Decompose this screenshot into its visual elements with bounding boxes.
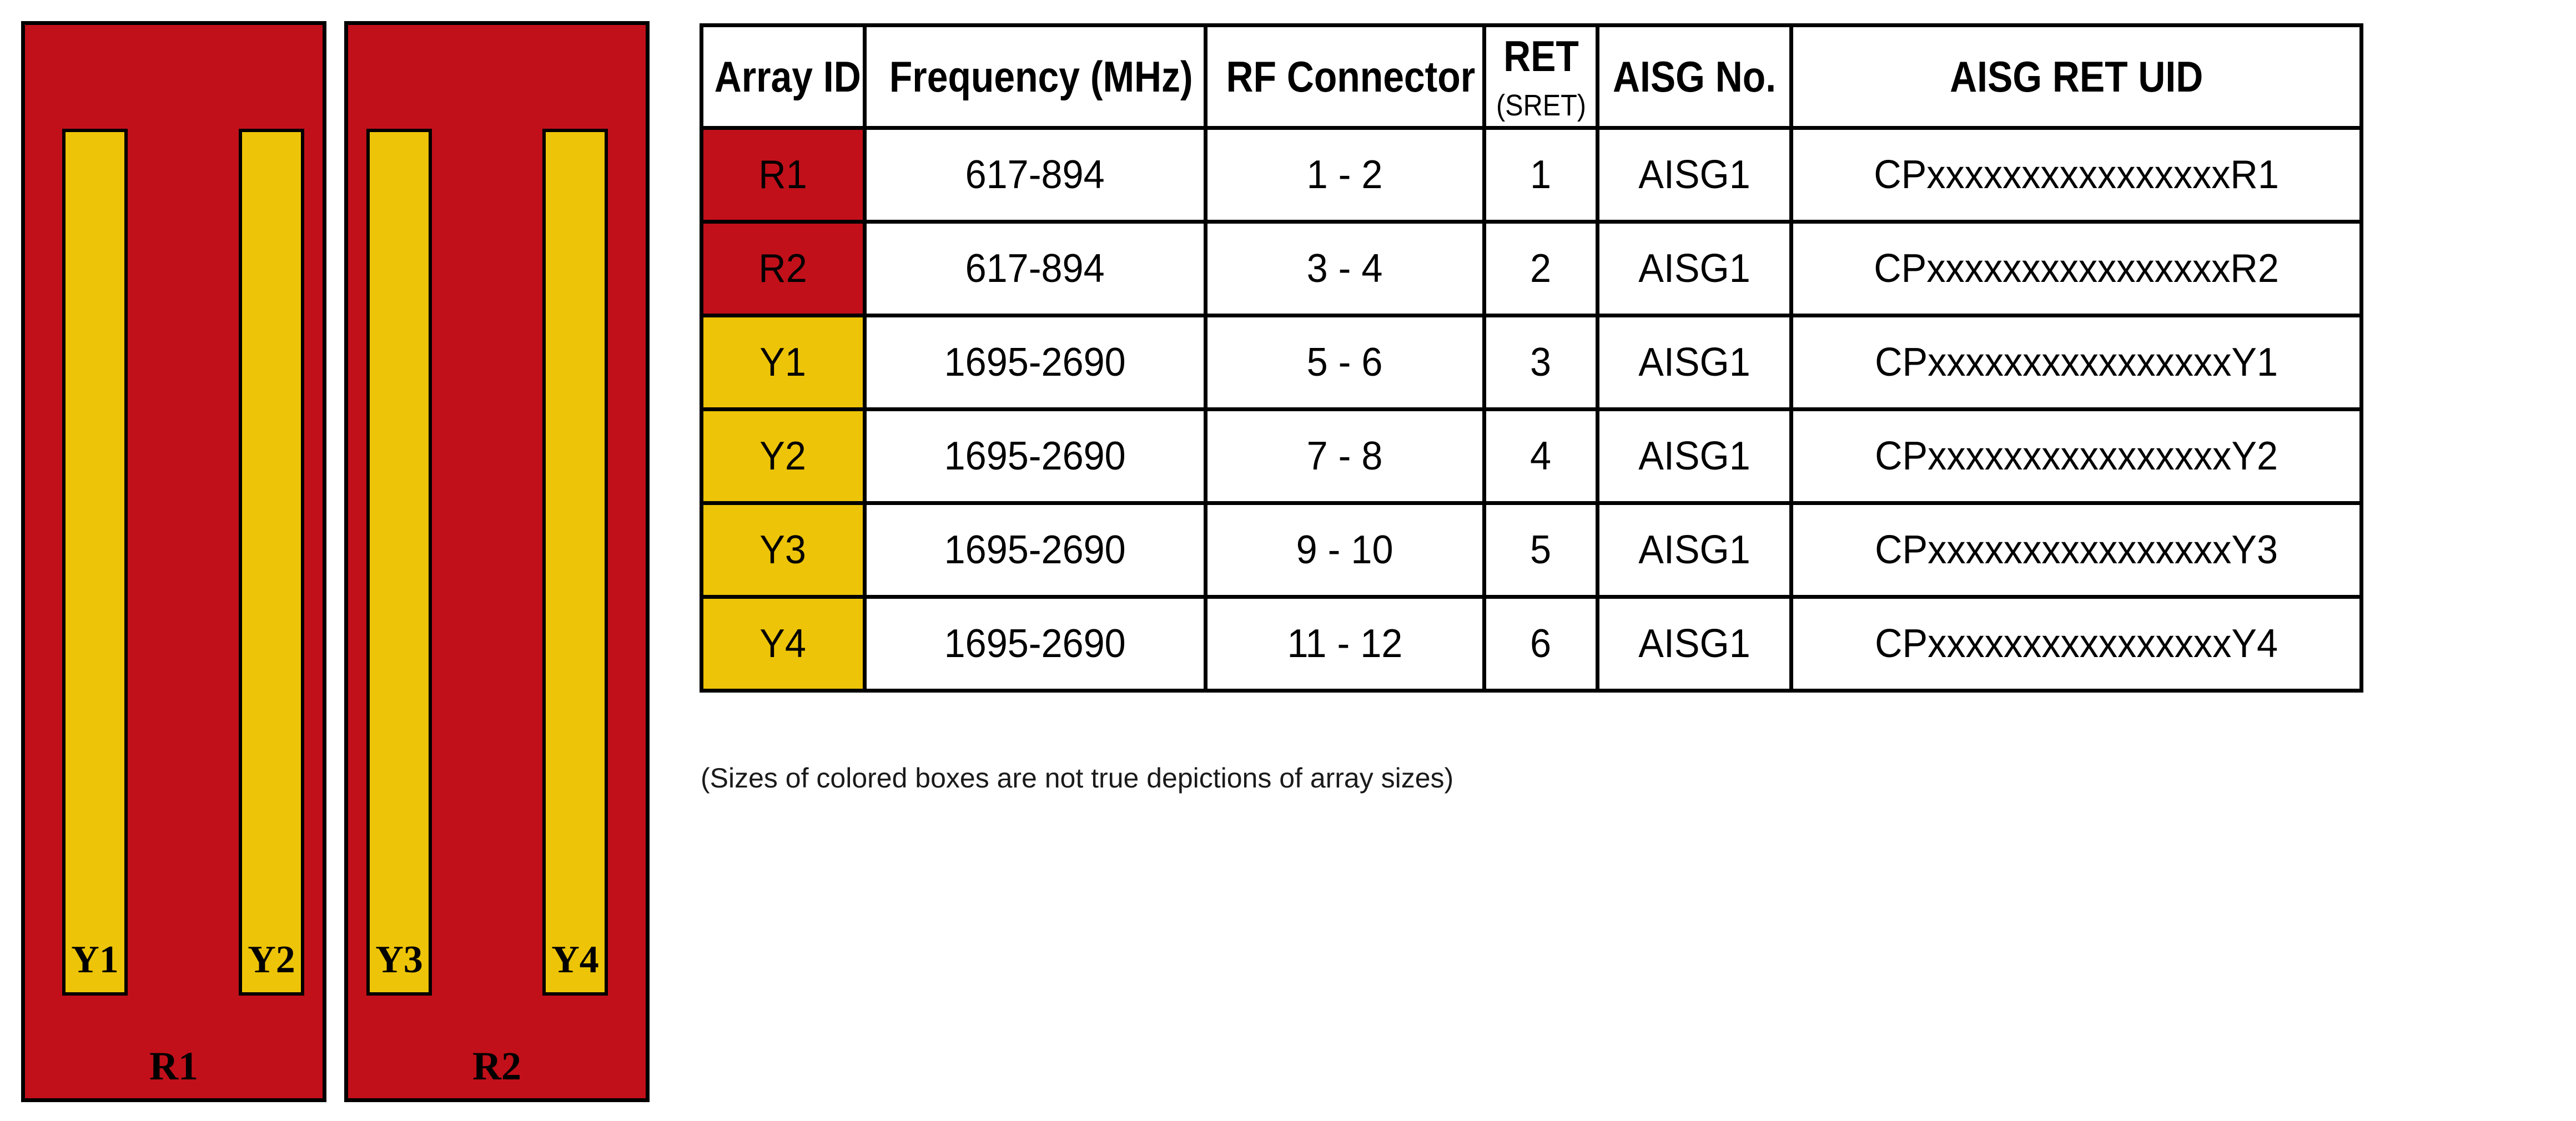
- cell-aisg-no: AISG1: [1596, 595, 1793, 693]
- cell-array-id: Y2: [700, 407, 867, 505]
- cell-aisg-ret-uid: CPxxxxxxxxxxxxxxxxR1: [1789, 126, 2363, 224]
- cell-aisg-ret-uid: CPxxxxxxxxxxxxxxxxY1: [1789, 314, 2363, 411]
- cell-ret: 2: [1482, 220, 1599, 317]
- cell-frequency: 1695-2690: [863, 314, 1208, 411]
- table-header-row: Array ID Frequency (MHz) RF Connector RE…: [700, 23, 2363, 130]
- cell-array-id: Y3: [700, 501, 867, 599]
- table-row: Y3 1695-2690 9 - 10 5 AISG1 CPxxxxxxxxxx…: [700, 501, 2363, 599]
- cell-aisg-ret-uid: CPxxxxxxxxxxxxxxxxR2: [1789, 220, 2363, 317]
- col-header-frequency: Frequency (MHz): [863, 23, 1208, 130]
- cell-aisg-ret-uid: CPxxxxxxxxxxxxxxxxY2: [1789, 407, 2363, 505]
- col-header-aisg-no: AISG No.: [1596, 23, 1793, 130]
- array-bar-label: Y4: [551, 938, 599, 981]
- cell-array-id: Y1: [700, 314, 867, 411]
- cell-aisg-ret-uid: CPxxxxxxxxxxxxxxxxY4: [1789, 595, 2363, 693]
- cell-aisg-no: AISG1: [1596, 220, 1793, 317]
- cell-ret: 1: [1482, 126, 1599, 224]
- array-bar-y1: Y1: [62, 129, 128, 996]
- table-row: R2 617-894 3 - 4 2 AISG1 CPxxxxxxxxxxxxx…: [700, 220, 2363, 317]
- array-box-r2: Y3 Y4 R2: [344, 21, 650, 1102]
- ret-header-main: RET: [1503, 31, 1579, 80]
- col-header-ret: RET (SRET): [1482, 23, 1599, 130]
- cell-aisg-no: AISG1: [1596, 501, 1793, 599]
- array-box-label: R2: [472, 1044, 521, 1088]
- table-row: Y1 1695-2690 5 - 6 3 AISG1 CPxxxxxxxxxxx…: [700, 314, 2363, 411]
- cell-aisg-no: AISG1: [1596, 407, 1793, 505]
- col-header-aisg-ret-uid: AISG RET UID: [1789, 23, 2363, 130]
- cell-ret: 5: [1482, 501, 1599, 599]
- cell-aisg-no: AISG1: [1596, 126, 1793, 224]
- ret-header-sub: (SRET): [1496, 88, 1586, 122]
- cell-rf-connector: 3 - 4: [1204, 220, 1486, 317]
- col-header-rf-connector: RF Connector: [1204, 23, 1486, 130]
- array-bar-y4: Y4: [542, 129, 608, 996]
- cell-rf-connector: 1 - 2: [1204, 126, 1486, 224]
- note-text: (Sizes of colored boxes are not true dep…: [701, 763, 1454, 794]
- cell-array-id: R1: [700, 126, 867, 224]
- cell-rf-connector: 5 - 6: [1204, 314, 1486, 411]
- array-bar-y3: Y3: [366, 129, 432, 996]
- array-spec-table: Array ID Frequency (MHz) RF Connector RE…: [700, 23, 2363, 693]
- cell-rf-connector: 9 - 10: [1204, 501, 1486, 599]
- table-row: Y4 1695-2690 11 - 12 6 AISG1 CPxxxxxxxxx…: [700, 595, 2363, 693]
- array-bar-label: Y2: [248, 938, 295, 981]
- table-row: Y2 1695-2690 7 - 8 4 AISG1 CPxxxxxxxxxxx…: [700, 407, 2363, 505]
- cell-aisg-no: AISG1: [1596, 314, 1793, 411]
- cell-rf-connector: 11 - 12: [1204, 595, 1486, 693]
- array-bar-label: Y1: [71, 938, 119, 981]
- cell-ret: 4: [1482, 407, 1599, 505]
- cell-frequency: 617-894: [863, 220, 1208, 317]
- array-box-label: R1: [149, 1044, 198, 1088]
- cell-frequency: 1695-2690: [863, 595, 1208, 693]
- cell-frequency: 617-894: [863, 126, 1208, 224]
- cell-frequency: 1695-2690: [863, 407, 1208, 505]
- cell-frequency: 1695-2690: [863, 501, 1208, 599]
- cell-ret: 6: [1482, 595, 1599, 693]
- cell-aisg-ret-uid: CPxxxxxxxxxxxxxxxxY3: [1789, 501, 2363, 599]
- array-bar-label: Y3: [375, 938, 423, 981]
- array-bar-y2: Y2: [239, 129, 304, 996]
- cell-rf-connector: 7 - 8: [1204, 407, 1486, 505]
- cell-array-id: Y4: [700, 595, 867, 693]
- cell-array-id: R2: [700, 220, 867, 317]
- cell-ret: 3: [1482, 314, 1599, 411]
- array-box-r1: Y1 Y2 R1: [21, 21, 326, 1102]
- table-row: R1 617-894 1 - 2 1 AISG1 CPxxxxxxxxxxxxx…: [700, 126, 2363, 224]
- col-header-array-id: Array ID: [700, 23, 867, 130]
